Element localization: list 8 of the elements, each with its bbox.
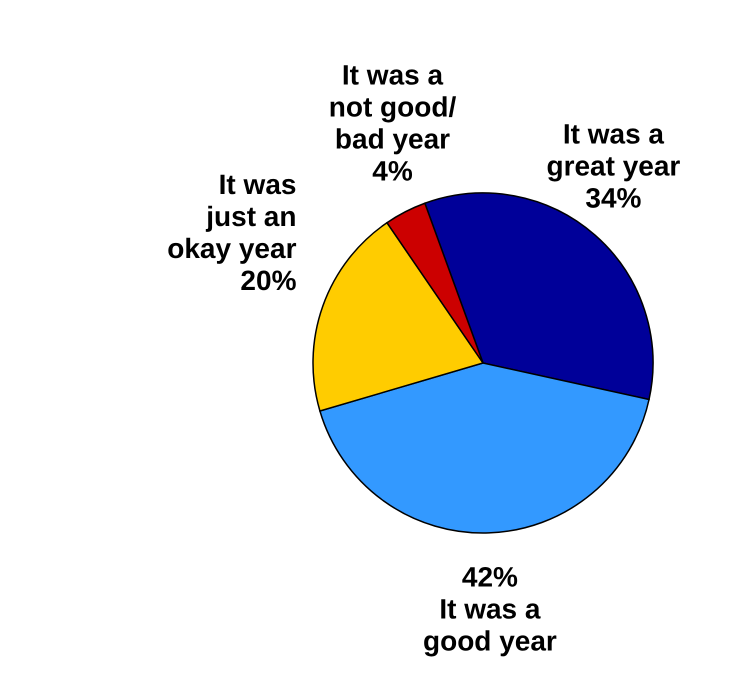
data-label: 42%: [462, 561, 518, 592]
slice-label: It was a not good/ bad year: [328, 59, 456, 154]
data-label: 4%: [372, 155, 413, 186]
slice-label: It was a good year: [423, 593, 557, 656]
slice-label: It was just an okay year: [167, 169, 297, 264]
data-label: 20%: [240, 265, 297, 296]
data-label: 34%: [585, 182, 642, 214]
slice-label: It was a great year: [546, 118, 680, 182]
